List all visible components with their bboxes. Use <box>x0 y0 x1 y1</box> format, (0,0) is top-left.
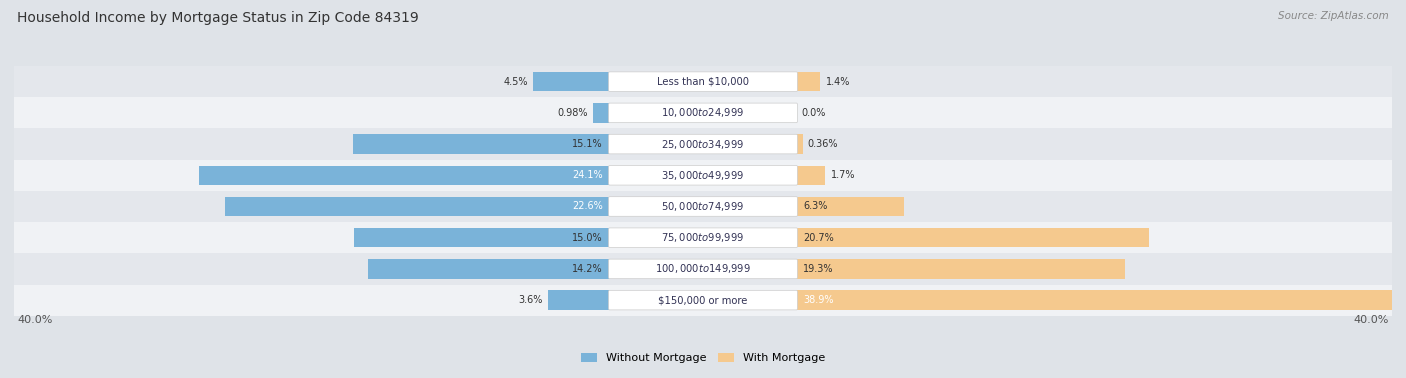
FancyBboxPatch shape <box>609 228 797 248</box>
Text: $25,000 to $34,999: $25,000 to $34,999 <box>661 138 745 150</box>
Text: 1.7%: 1.7% <box>831 170 855 180</box>
Bar <box>368 259 609 279</box>
FancyBboxPatch shape <box>609 197 797 216</box>
Bar <box>548 290 609 310</box>
Text: Source: ZipAtlas.com: Source: ZipAtlas.com <box>1278 11 1389 21</box>
Bar <box>6 129 1400 160</box>
FancyBboxPatch shape <box>609 290 797 310</box>
Text: 40.0%: 40.0% <box>17 315 53 325</box>
Bar <box>593 103 609 122</box>
Text: $50,000 to $74,999: $50,000 to $74,999 <box>661 200 745 213</box>
Bar <box>797 228 1149 247</box>
Bar <box>6 222 1400 253</box>
Bar <box>354 228 609 247</box>
Text: $100,000 to $149,999: $100,000 to $149,999 <box>655 262 751 276</box>
Bar <box>797 135 803 154</box>
Bar <box>6 97 1400 129</box>
Text: 22.6%: 22.6% <box>572 201 603 212</box>
Text: 40.0%: 40.0% <box>1353 315 1389 325</box>
Bar <box>6 160 1400 191</box>
Text: 0.0%: 0.0% <box>801 108 827 118</box>
FancyBboxPatch shape <box>609 134 797 154</box>
Bar <box>6 191 1400 222</box>
Text: 14.2%: 14.2% <box>572 264 603 274</box>
Bar <box>533 72 609 91</box>
FancyBboxPatch shape <box>609 72 797 91</box>
Bar <box>225 197 609 216</box>
Bar <box>797 72 820 91</box>
Text: Less than $10,000: Less than $10,000 <box>657 77 749 87</box>
Text: 3.6%: 3.6% <box>519 295 543 305</box>
Text: $75,000 to $99,999: $75,000 to $99,999 <box>661 231 745 244</box>
FancyBboxPatch shape <box>609 166 797 185</box>
Text: $35,000 to $49,999: $35,000 to $49,999 <box>661 169 745 182</box>
Text: 0.36%: 0.36% <box>808 139 838 149</box>
Bar <box>6 253 1400 285</box>
Bar <box>797 197 904 216</box>
Bar <box>6 66 1400 97</box>
Bar <box>200 166 609 185</box>
Text: 0.98%: 0.98% <box>557 108 588 118</box>
FancyBboxPatch shape <box>609 259 797 279</box>
Text: 15.0%: 15.0% <box>572 233 603 243</box>
Bar <box>797 166 825 185</box>
Bar <box>797 259 1125 279</box>
Text: 24.1%: 24.1% <box>572 170 603 180</box>
Text: Household Income by Mortgage Status in Zip Code 84319: Household Income by Mortgage Status in Z… <box>17 11 419 25</box>
Legend: Without Mortgage, With Mortgage: Without Mortgage, With Mortgage <box>576 349 830 368</box>
Bar <box>353 135 609 154</box>
Text: 19.3%: 19.3% <box>803 264 834 274</box>
Text: 20.7%: 20.7% <box>803 233 834 243</box>
Bar <box>6 285 1400 316</box>
Text: 1.4%: 1.4% <box>825 77 849 87</box>
Text: $10,000 to $24,999: $10,000 to $24,999 <box>661 106 745 119</box>
Text: 6.3%: 6.3% <box>803 201 828 212</box>
Text: 4.5%: 4.5% <box>503 77 527 87</box>
Bar <box>797 290 1406 310</box>
Text: 15.1%: 15.1% <box>572 139 603 149</box>
Text: 38.9%: 38.9% <box>803 295 834 305</box>
Text: $150,000 or more: $150,000 or more <box>658 295 748 305</box>
FancyBboxPatch shape <box>609 103 797 122</box>
